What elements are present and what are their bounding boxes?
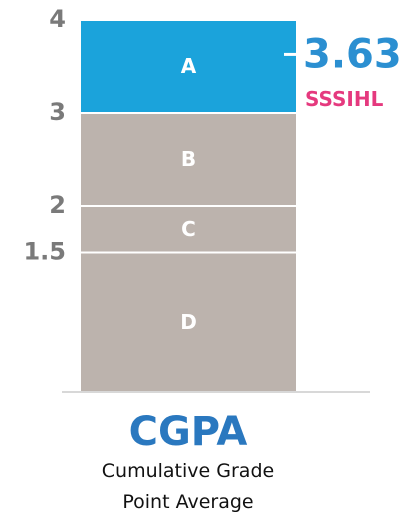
chart-title: CGPA [129, 409, 248, 455]
y-tick-label: 2 [49, 191, 66, 219]
y-tick-label: 1.5 [23, 238, 66, 266]
bar-segment [79, 205, 298, 254]
y-tick-label: 3 [49, 98, 66, 126]
marker-label: SSSIHL [305, 87, 384, 111]
segment-label: D [180, 310, 197, 334]
segment-label: A [181, 54, 197, 78]
bar-segment [79, 19, 298, 114]
y-tick-label: 4 [49, 5, 66, 33]
chart-subtitle: Cumulative Grade Point Average [101, 460, 275, 513]
segment-label: B [181, 147, 196, 171]
marker-value: 3.63 [303, 31, 402, 77]
segment-label: C [181, 217, 196, 241]
bar-segment [79, 251, 298, 393]
